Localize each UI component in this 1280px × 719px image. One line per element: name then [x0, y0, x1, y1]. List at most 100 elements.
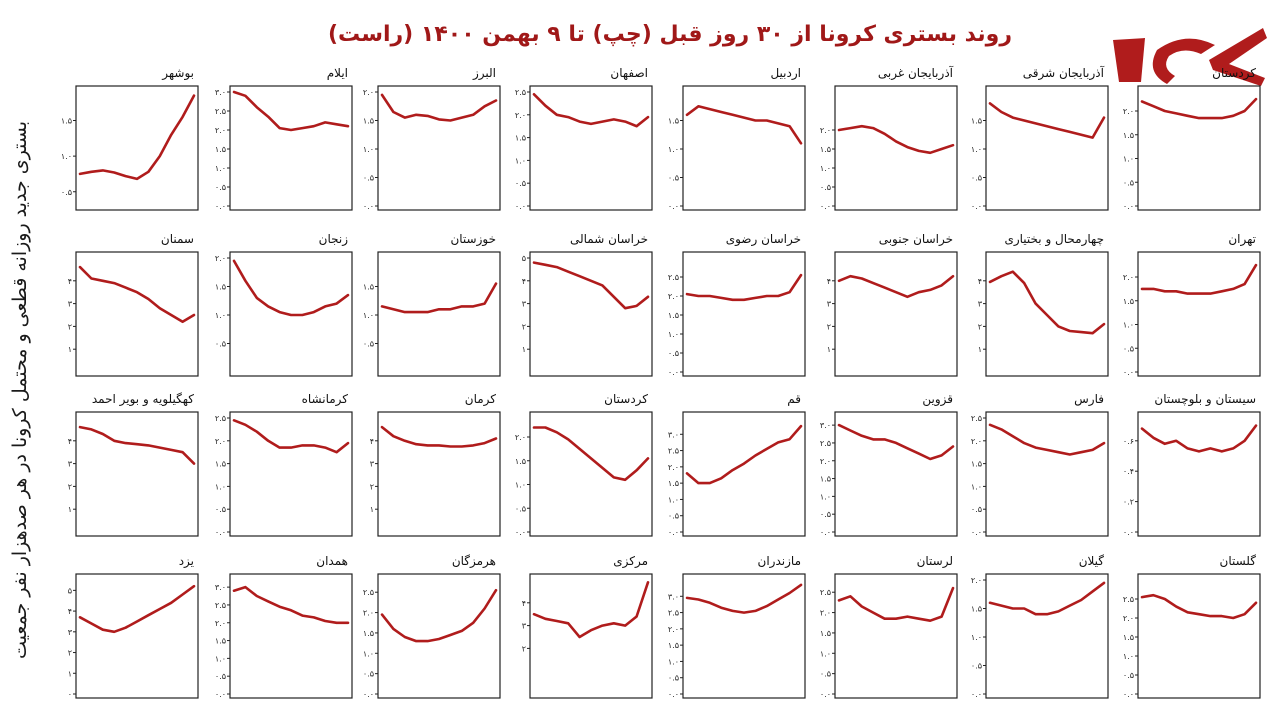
series-line — [685, 105, 803, 145]
province-panel: سمنان ۱ ۲ ۳ ۴ — [68, 232, 199, 377]
y-tick-label: ۰.۵ — [1123, 344, 1134, 353]
y-tick-label: ۲.۰ — [515, 111, 526, 120]
panel-frame — [834, 251, 958, 377]
province-panel: خراسان رضوی ۰.۰ ۰.۵ ۱.۰ ۱.۵ ۲.۰ ۲.۵ — [668, 232, 806, 377]
panel-title: همدان — [316, 554, 348, 568]
y-tick-label: ۰.۵ — [668, 349, 679, 358]
y-tick-label: ۰.۵ — [515, 504, 526, 513]
y-tick-label: ۱.۰ — [215, 654, 226, 663]
y-tick-label: ۱.۵ — [363, 283, 374, 292]
y-tick-label: ۱.۰ — [1123, 321, 1134, 330]
y-tick-label: ۲ — [68, 649, 72, 658]
province-panel: البرز ۰.۰ ۰.۵ ۱.۰ ۱.۵ ۲.۰ — [363, 66, 501, 211]
panel-title: خوزستان — [450, 232, 496, 247]
panel-frame — [682, 251, 806, 377]
panel-frame — [377, 251, 501, 377]
province-panel: چهارمحال و بختیاری ۱ ۲ ۳ ۴ — [978, 232, 1109, 377]
y-tick-label: ۱ — [827, 345, 831, 354]
y-tick-label: ۳ — [978, 300, 983, 309]
y-tick-label: ۱.۰ — [971, 633, 982, 642]
y-tick-label: ۱.۵ — [971, 117, 982, 126]
y-tick-label: ۲ — [978, 322, 982, 331]
series-line — [532, 426, 650, 482]
y-tick-label: ۲.۰ — [668, 463, 679, 472]
panel-title: هرمزگان — [452, 554, 496, 569]
panel-title: کردستان — [604, 392, 648, 407]
y-tick-label: ۱.۰ — [1123, 155, 1134, 164]
panel-title: آذربایجان غربی — [878, 65, 954, 81]
y-tick-label: ۰.۰ — [1123, 202, 1134, 211]
series-line — [837, 423, 955, 461]
y-tick-label: ۱.۵ — [820, 475, 831, 484]
y-tick-label: ۰ — [68, 690, 72, 699]
series-line — [78, 94, 196, 181]
panel-frame — [529, 85, 653, 211]
series-line — [837, 586, 955, 622]
y-tick-label: ۰.۰ — [363, 202, 374, 211]
province-panel: خراسان جنوبی ۱ ۲ ۳ ۴ — [827, 232, 958, 377]
y-tick-label: ۴ — [68, 607, 72, 616]
panel-frame — [834, 573, 958, 699]
province-panel: اصفهان ۰.۰ ۰.۵ ۱.۰ ۱.۵ ۲.۰ ۲.۵ — [515, 66, 653, 211]
y-tick-label: ۱.۰ — [668, 657, 679, 666]
y-tick-label: ۰.۵ — [820, 670, 831, 679]
province-panel: هرمزگان ۰.۰ ۰.۵ ۱.۰ ۱.۵ ۲.۰ ۲.۵ — [363, 554, 501, 699]
logo-mark-3 — [1209, 28, 1267, 86]
province-panel: کرمان ۱ ۲ ۳ ۴ — [370, 392, 501, 537]
y-tick-label: ۱.۵ — [668, 311, 679, 320]
panel-title: خراسان جنوبی — [879, 232, 953, 247]
series-line — [685, 583, 803, 614]
y-tick-label: ۴ — [827, 277, 831, 286]
y-tick-label: ۱ — [370, 505, 374, 514]
province-panel: یزد ۰ ۱ ۲ ۳ ۴ ۵ — [68, 554, 199, 699]
series-line — [1140, 424, 1258, 453]
y-tick-label: ۰.۰ — [215, 528, 226, 537]
province-panel: گلستان ۰.۰ ۰.۵ ۱.۰ ۱.۵ ۲.۰ ۲.۵ — [1123, 554, 1261, 699]
province-panel: خراسان شمالی ۱ ۲ ۳ ۴ ۵ — [522, 232, 653, 377]
y-tick-label: ۱.۰ — [363, 145, 374, 154]
panel-title: البرز — [472, 66, 496, 81]
province-panel: تهران ۰.۰ ۰.۵ ۱.۰ ۱.۵ ۲.۰ — [1123, 232, 1261, 377]
series-line — [380, 588, 498, 643]
panel-title: قزوین — [922, 392, 953, 407]
province-panel: کردستان ۰.۰ ۰.۵ ۱.۰ ۱.۵ ۲.۰ — [515, 392, 653, 537]
y-tick-label: ۳.۰ — [215, 88, 226, 97]
series-line — [1140, 97, 1258, 120]
y-tick-label: ۳ — [827, 300, 832, 309]
y-tick-label: ۰.۵ — [820, 510, 831, 519]
panel-frame — [1137, 85, 1261, 211]
y-tick-label: ۱.۵ — [363, 629, 374, 638]
province-panel: سیستان و بلوچستان ۰.۰ ۰.۲ ۰.۴ ۰.۶ — [1123, 392, 1261, 537]
panel-title: گیلان — [1079, 554, 1105, 568]
y-tick-label: ۲.۰ — [1123, 614, 1134, 623]
y-tick-label: ۰.۵ — [61, 188, 72, 197]
y-tick-label: ۱.۰ — [1123, 652, 1134, 661]
y-tick-label: ۰.۰ — [668, 368, 679, 377]
y-tick-label: ۱.۵ — [515, 457, 526, 466]
y-tick-label: ۱.۰ — [215, 164, 226, 173]
y-tick-label: ۰.۵ — [668, 674, 679, 683]
y-tick-label: ۲.۵ — [1123, 595, 1134, 604]
panel-frame — [229, 411, 353, 537]
y-tick-label: ۲.۰ — [363, 609, 374, 618]
y-tick-label: ۱.۵ — [1123, 131, 1134, 140]
y-tick-label: ۰.۵ — [215, 340, 226, 349]
y-tick-label: ۱.۰ — [820, 164, 831, 173]
y-tick-label: ۱.۵ — [820, 629, 831, 638]
series-line — [532, 261, 650, 310]
y-tick-label: ۲.۰ — [820, 126, 831, 135]
panel-frame — [834, 85, 958, 211]
logo-mark-1 — [1113, 38, 1145, 82]
y-tick-label: ۳ — [68, 300, 73, 309]
y-tick-label: ۰.۵ — [1123, 178, 1134, 187]
panel-frame — [985, 85, 1109, 211]
panel-frame — [377, 573, 501, 699]
panel-frame — [75, 251, 199, 377]
y-tick-label: ۴ — [68, 277, 72, 286]
panel-title: ایلام — [327, 66, 348, 80]
y-tick-label: ۱.۰ — [971, 482, 982, 491]
y-tick-label: ۱.۵ — [515, 134, 526, 143]
series-line — [988, 102, 1106, 139]
y-tick-label: ۱ — [978, 345, 982, 354]
